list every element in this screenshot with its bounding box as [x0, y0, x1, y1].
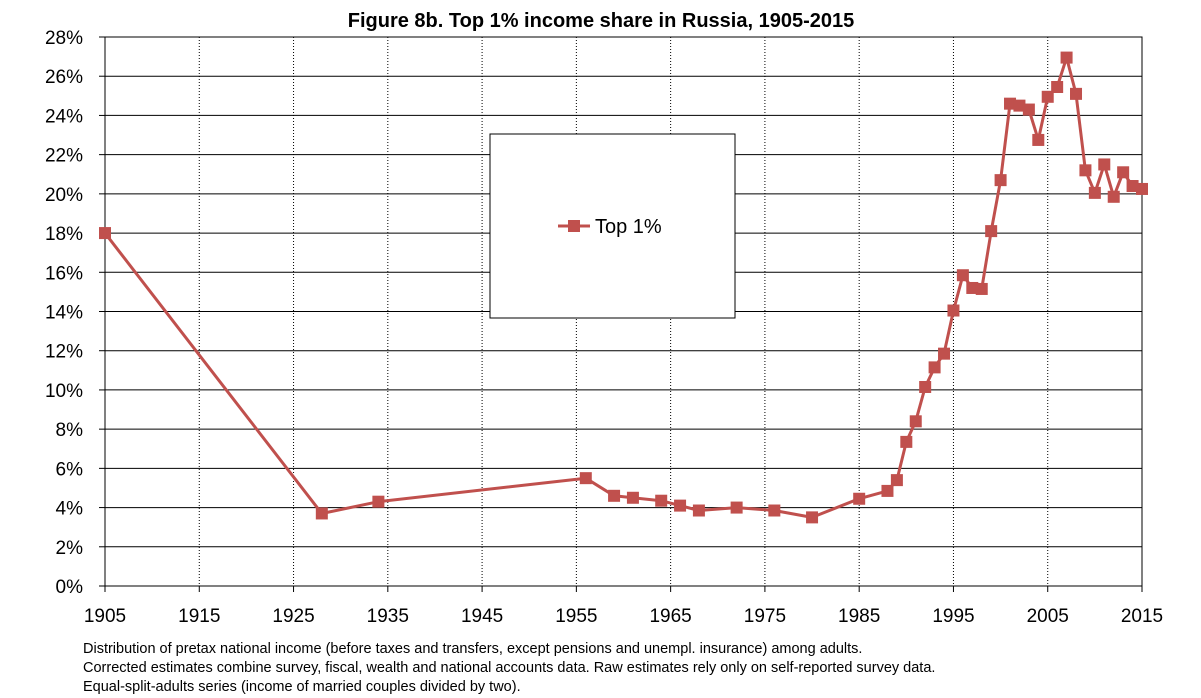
footnote-line-2: Corrected estimates combine survey, fisc… — [83, 660, 936, 676]
x-tick-label: 1925 — [272, 606, 314, 627]
data-point-marker — [1013, 99, 1026, 112]
data-point-marker — [909, 415, 922, 428]
x-tick-label: 1955 — [555, 606, 597, 627]
y-tick-label: 18% — [45, 224, 83, 245]
x-tick-label: 1915 — [178, 606, 220, 627]
data-point-marker — [730, 501, 743, 514]
data-point-marker — [956, 269, 969, 282]
data-point-marker — [1004, 97, 1017, 110]
line-chart: Figure 8b. Top 1% income share in Russia… — [45, 10, 1163, 627]
x-tick-label: 1945 — [461, 606, 503, 627]
data-point-marker — [919, 380, 932, 393]
y-tick-label: 16% — [45, 263, 83, 284]
data-point-marker — [806, 511, 819, 524]
chart-title: Figure 8b. Top 1% income share in Russia… — [348, 10, 854, 32]
data-point-marker — [966, 281, 979, 294]
y-tick-label: 14% — [45, 303, 83, 324]
data-point-marker — [626, 491, 639, 504]
data-point-marker — [1126, 180, 1139, 193]
x-tick-label: 1965 — [649, 606, 691, 627]
y-tick-label: 6% — [56, 459, 84, 480]
data-point-marker — [1060, 51, 1073, 64]
data-point-marker — [1022, 103, 1035, 116]
x-tick-label: 1985 — [838, 606, 880, 627]
data-series — [99, 51, 1148, 524]
x-axis-tick-labels: 1905 1915 1925 1935 1945 1955 1965 1975 1985 1995… — [84, 606, 1163, 627]
data-point-marker — [853, 492, 866, 505]
data-point-marker — [1107, 190, 1120, 203]
data-point-marker — [1051, 80, 1064, 93]
y-tick-label: 0% — [56, 577, 84, 598]
x-tick-label: 1995 — [932, 606, 974, 627]
x-tick-label: 1905 — [84, 606, 126, 627]
x-tick-label: 2005 — [1027, 606, 1069, 627]
y-tick-label: 20% — [45, 185, 83, 206]
data-point-marker — [881, 484, 894, 497]
data-point-marker — [315, 507, 328, 520]
data-point-marker — [1136, 182, 1148, 195]
y-tick-label: 10% — [45, 381, 83, 402]
data-point-marker — [1117, 166, 1130, 179]
data-point-marker — [1098, 158, 1111, 171]
y-tick-label: 26% — [45, 67, 83, 88]
data-point-marker — [1032, 133, 1045, 146]
data-point-marker — [938, 347, 951, 360]
x-tick-label: 1975 — [744, 606, 786, 627]
x-tick-label: 1935 — [367, 606, 409, 627]
legend-marker — [568, 220, 580, 232]
y-tick-label: 4% — [56, 499, 84, 520]
y-tick-label: 2% — [56, 538, 84, 559]
data-point-marker — [1088, 186, 1101, 199]
x-tick-label: 2015 — [1121, 606, 1163, 627]
data-point-marker — [975, 282, 988, 295]
data-point-marker — [99, 227, 111, 240]
y-tick-label: 8% — [56, 420, 84, 441]
data-point-marker — [372, 495, 385, 508]
data-point-marker — [1079, 164, 1092, 177]
plot-area-frame — [104, 36, 1143, 587]
data-point-marker — [947, 304, 960, 317]
data-point-marker — [900, 435, 913, 448]
data-point-marker — [1041, 90, 1054, 103]
data-point-marker — [655, 494, 668, 507]
data-point-marker — [608, 489, 621, 502]
y-axis-tick-labels: 0% 2% 4% 6% 8% 10% 12% 14% 16% 18% 20% 22% 24% 26% 28% — [45, 28, 83, 598]
footnote-line-1: Distribution of pretax national income (… — [83, 641, 863, 657]
data-point-marker — [768, 504, 781, 517]
y-tick-label: 12% — [45, 342, 83, 363]
data-point-marker — [928, 361, 941, 374]
y-tick-label: 28% — [45, 28, 83, 49]
data-point-marker — [579, 472, 592, 485]
y-tick-label: 22% — [45, 146, 83, 167]
data-point-marker — [692, 504, 705, 517]
data-point-marker — [890, 474, 903, 487]
legend-label: Top 1% — [595, 216, 662, 238]
data-point-marker — [674, 499, 687, 512]
legend-box — [489, 133, 736, 319]
y-tick-label: 24% — [45, 106, 83, 127]
data-point-marker — [985, 225, 998, 238]
legend: Top 1% — [489, 133, 736, 319]
footnote-line-3: Equal-split-adults series (income of mar… — [83, 679, 521, 695]
data-point-marker — [994, 174, 1007, 187]
data-point-marker — [1070, 87, 1083, 100]
gridlines — [104, 36, 1143, 587]
